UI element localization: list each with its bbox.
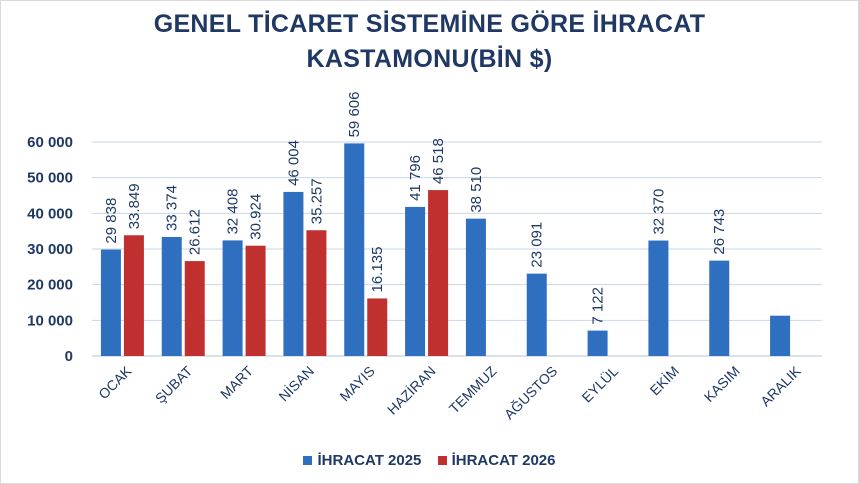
data-label: 41 796 bbox=[407, 155, 424, 201]
data-label: 30.924 bbox=[248, 194, 265, 240]
bar-2025 bbox=[587, 330, 608, 356]
data-label: 26 743 bbox=[711, 209, 728, 255]
x-tick-label: AĞUSTOS bbox=[501, 363, 561, 423]
bar-2025 bbox=[283, 191, 304, 356]
x-tick-label: EYLÜL bbox=[578, 362, 622, 406]
bar-2025 bbox=[770, 315, 791, 356]
x-tick-label: HAZİRAN bbox=[383, 362, 438, 417]
data-label: 29 838 bbox=[103, 198, 120, 244]
legend-swatch-2026 bbox=[437, 456, 447, 465]
bar-2026 bbox=[123, 235, 144, 356]
bar-2025 bbox=[526, 273, 547, 356]
x-tick-label: NİSAN bbox=[275, 362, 317, 404]
data-label: 46 004 bbox=[285, 140, 302, 186]
bar-2026 bbox=[367, 298, 388, 356]
bar-2026 bbox=[306, 230, 327, 356]
x-tick-label: EKİM bbox=[646, 362, 682, 398]
y-tick-label: 60 000 bbox=[27, 134, 73, 151]
data-label: 26.612 bbox=[187, 209, 204, 255]
data-label: 7 122 bbox=[590, 287, 607, 325]
bar-2025 bbox=[344, 143, 365, 356]
data-label: 59 606 bbox=[346, 92, 363, 138]
chart-title-line1: GENEL TİCARET SİSTEMİNE GÖRE İHRACAT bbox=[153, 10, 706, 38]
x-tick-label: MAYIS bbox=[336, 363, 377, 404]
legend-label-2025: İHRACAT 2025 bbox=[317, 452, 422, 469]
bar-2025 bbox=[465, 218, 486, 356]
bar-2025 bbox=[100, 249, 121, 356]
data-label: 32 370 bbox=[650, 189, 667, 235]
x-tick-label: KASIM bbox=[701, 363, 743, 405]
bar-2025 bbox=[161, 236, 182, 356]
bar-2025 bbox=[648, 240, 669, 356]
y-tick-label: 50 000 bbox=[27, 170, 73, 187]
legend-item-2026: İHRACAT 2026 bbox=[437, 452, 556, 469]
x-tick-label: MART bbox=[217, 362, 256, 401]
x-tick-label: OCAK bbox=[95, 362, 135, 402]
legend-item-2025: İHRACAT 2025 bbox=[303, 452, 421, 469]
data-label: 35.257 bbox=[308, 178, 325, 224]
data-label: 33 374 bbox=[164, 185, 181, 231]
data-label: 46 518 bbox=[430, 138, 447, 184]
legend: İHRACAT 2025 İHRACAT 2026 bbox=[0, 452, 859, 469]
bar-2026 bbox=[428, 190, 449, 356]
bar-2026 bbox=[245, 245, 266, 356]
legend-label-2026: İHRACAT 2026 bbox=[451, 452, 556, 469]
bar-2026 bbox=[184, 261, 205, 356]
bar-2025 bbox=[709, 260, 730, 356]
legend-swatch-2025 bbox=[303, 456, 313, 465]
bar-2025 bbox=[405, 206, 426, 356]
y-tick-label: 10 000 bbox=[27, 312, 73, 329]
y-tick-label: 40 000 bbox=[27, 205, 73, 222]
y-tick-label: 0 bbox=[65, 348, 73, 365]
chart-title-line2: KASTAMONU(BİN $) bbox=[306, 45, 553, 73]
data-label: 32 408 bbox=[225, 189, 242, 235]
y-tick-label: 30 000 bbox=[27, 241, 73, 258]
x-tick-label: ARALIK bbox=[757, 362, 804, 409]
data-label: 23 091 bbox=[529, 222, 546, 268]
data-label: 16.135 bbox=[369, 247, 386, 293]
y-tick-label: 20 000 bbox=[27, 277, 73, 294]
x-tick-label: ŞUBAT bbox=[152, 362, 196, 406]
bar-2025 bbox=[222, 240, 243, 356]
data-label: 33.849 bbox=[126, 183, 143, 229]
x-tick-label: TEMMUZ bbox=[446, 363, 500, 417]
data-label: 38 510 bbox=[468, 167, 485, 213]
